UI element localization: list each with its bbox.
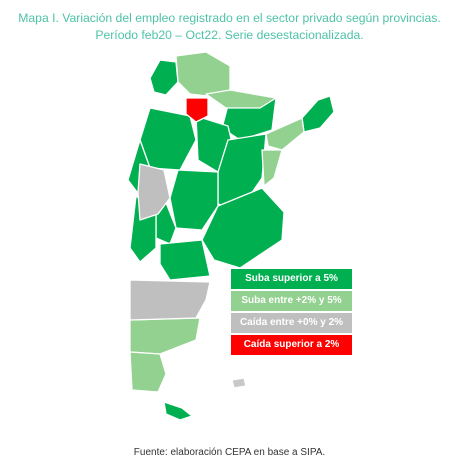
province-formosa[interactable]	[205, 89, 277, 109]
province-rio-negro[interactable]	[129, 279, 211, 321]
province-tierra-del-fuego[interactable]	[163, 401, 193, 421]
province-la-pampa[interactable]	[159, 239, 211, 281]
province-jujuy[interactable]	[149, 59, 179, 96]
province-corrientes[interactable]	[265, 117, 305, 151]
province-buenos-aires[interactable]	[201, 187, 285, 269]
province-neuquen[interactable]	[137, 163, 171, 221]
province-misiones[interactable]	[301, 95, 335, 133]
legend-item-suba-entre: Suba entre +2% y 5%	[231, 291, 352, 311]
legend-item-caida-entre: Caída entre +0% y 2%	[231, 313, 352, 333]
map-legend: Suba superior a 5% Suba entre +2% y 5% C…	[231, 269, 352, 357]
province-entre-rios[interactable]	[261, 149, 283, 187]
province-salta[interactable]	[175, 51, 231, 97]
province-tucuman[interactable]	[185, 97, 209, 123]
title-line-2: Período feb20 – Oct22. Serie desestacion…	[95, 28, 364, 42]
title-line-1: Mapa I. Variación del empleo registrado …	[18, 11, 441, 25]
legend-item-caida-superior: Caída superior a 2%	[231, 335, 352, 355]
province-chubut[interactable]	[129, 317, 201, 355]
islas-malvinas	[231, 377, 247, 389]
map-title: Mapa I. Variación del empleo registrado …	[0, 10, 459, 44]
province-santa-cruz[interactable]	[129, 351, 167, 393]
legend-item-suba-superior: Suba superior a 5%	[231, 269, 352, 289]
province-catamarca-la-rioja[interactable]	[139, 107, 197, 171]
source-note: Fuente: elaboración CEPA en base a SIPA.	[133, 447, 326, 458]
